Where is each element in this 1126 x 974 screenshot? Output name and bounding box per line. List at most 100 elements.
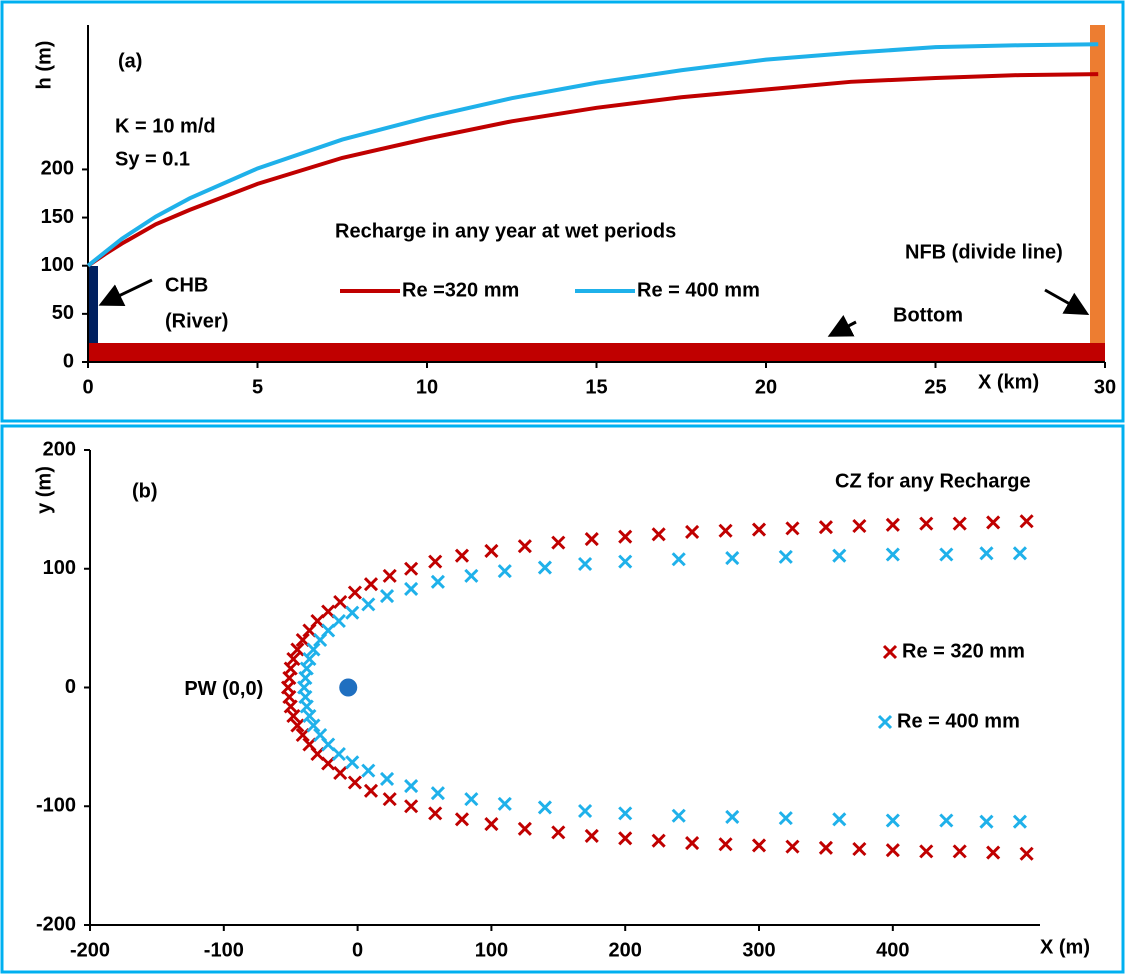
point (537, 560, 552, 575)
point (497, 796, 512, 811)
annotation: Bottom (893, 304, 963, 326)
point (671, 552, 686, 567)
point (299, 661, 314, 676)
point (818, 520, 833, 535)
point (290, 718, 305, 733)
point (379, 771, 395, 786)
x-tick-label: 300 (742, 939, 775, 961)
legend-label: Re = 400 mm (897, 710, 1020, 732)
point (618, 831, 633, 846)
point (361, 597, 376, 612)
point (537, 800, 552, 815)
point (333, 765, 348, 781)
point (310, 613, 325, 629)
point (1019, 846, 1034, 861)
x-tick-label: 200 (609, 939, 642, 961)
point (718, 523, 733, 538)
annotation: (b) (132, 480, 158, 502)
arrow (827, 315, 857, 337)
point (517, 539, 532, 554)
y-tick-label: 200 (41, 158, 74, 180)
point (671, 808, 686, 823)
annotation: (a) (118, 50, 142, 72)
point (685, 836, 700, 851)
point (618, 806, 633, 821)
point (361, 763, 376, 778)
point (1012, 546, 1027, 561)
x-tick-label: 10 (416, 376, 438, 398)
x-tick-label: 0 (352, 939, 363, 961)
y-tick-label: 0 (65, 676, 76, 698)
point (295, 727, 310, 743)
legend-label: Re = 400 mm (637, 279, 760, 301)
point (785, 521, 800, 536)
x-axis-label: X (km) (978, 371, 1039, 393)
point (306, 718, 321, 733)
y-axis-label: h (m) (33, 41, 55, 90)
point (618, 529, 633, 544)
point (310, 746, 325, 762)
x-tick-label: 25 (924, 376, 946, 398)
point (428, 806, 443, 821)
y-tick-label: 150 (41, 206, 74, 228)
legend-swatch (877, 714, 893, 730)
point (885, 517, 900, 532)
panel-border (0, 424, 1125, 974)
point (404, 779, 419, 794)
point (578, 556, 593, 572)
point (404, 799, 419, 814)
point (885, 843, 900, 858)
point (331, 613, 346, 629)
point (818, 840, 833, 855)
point (497, 564, 512, 579)
point (290, 642, 305, 657)
well-point (339, 678, 358, 697)
point (379, 589, 395, 604)
point (517, 821, 532, 836)
point (885, 547, 900, 562)
point (551, 535, 566, 550)
y-tick-label: 100 (43, 557, 76, 579)
point (551, 825, 566, 840)
point (404, 581, 419, 596)
point (484, 543, 499, 558)
point (685, 524, 700, 539)
line (86, 42, 1099, 268)
point (852, 518, 867, 534)
point (345, 755, 360, 770)
point (430, 574, 445, 589)
point (347, 585, 362, 600)
point (651, 527, 666, 542)
x-tick-label: 5 (252, 376, 263, 398)
point (919, 844, 934, 859)
x-tick-label: -100 (204, 939, 244, 961)
x-tick-label: 30 (1094, 376, 1116, 398)
annotation: Recharge in any year at wet periods (335, 220, 676, 242)
panel-border (0, 0, 1125, 423)
bottom-boundary (88, 343, 1105, 362)
annotation: K = 10 m/d (115, 115, 216, 137)
line (86, 72, 1099, 268)
point (885, 813, 900, 828)
nfb-boundary (1090, 25, 1105, 343)
legend-label: Re =320 mm (402, 279, 519, 301)
point (302, 708, 317, 724)
point (986, 845, 1001, 860)
point (778, 549, 793, 564)
point (939, 813, 954, 828)
annotation: Sy = 0.1 (115, 148, 190, 170)
point (751, 522, 767, 537)
chb-boundary (88, 266, 98, 343)
point (321, 604, 336, 619)
point (986, 515, 1001, 530)
point (454, 812, 470, 827)
point (832, 548, 847, 563)
point (979, 814, 994, 829)
point (718, 837, 733, 852)
point (919, 516, 934, 531)
arrow (1044, 288, 1090, 315)
point (286, 651, 301, 667)
point (331, 746, 346, 762)
point (295, 632, 310, 648)
point (584, 828, 599, 843)
